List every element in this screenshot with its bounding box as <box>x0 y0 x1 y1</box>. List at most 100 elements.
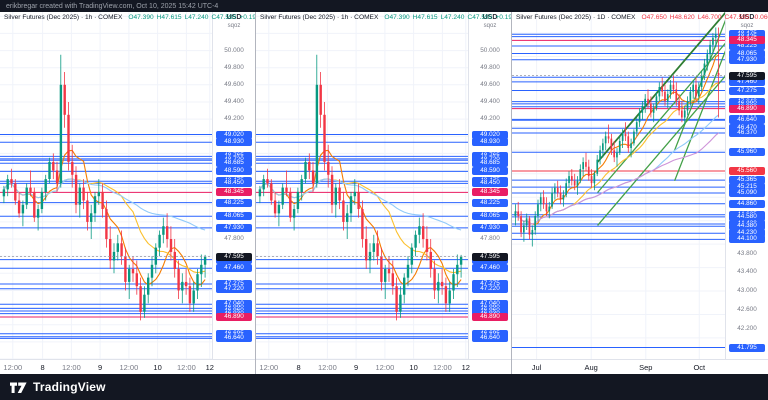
price-level-badge: 46.890 <box>729 104 765 113</box>
axis-unit-label: sqoz <box>483 23 497 29</box>
ohlc-value: +0.195 (+0.41%) <box>239 14 256 21</box>
price-level-badge: 46.890 <box>472 313 508 321</box>
price-level-badge: 47.275 <box>729 86 765 95</box>
price-level-badge: 48.930 <box>472 138 508 147</box>
ohlc-value: C47.595 <box>724 14 750 21</box>
price-level-badge: 48.225 <box>216 198 252 207</box>
price-level-badge: 48.065 <box>216 212 252 221</box>
price-tick: 43.400 <box>737 268 757 276</box>
price-tick: 49.600 <box>224 80 244 88</box>
symbol-title[interactable]: Silver Futures (Dec 2025) · 1D · COMEX <box>516 14 636 21</box>
chart-panel-3: Silver Futures (Dec 2025) · 1D · COMEX O4… <box>512 12 768 374</box>
time-label: Jul <box>531 363 542 372</box>
price-level-badge: 47.460 <box>216 264 252 273</box>
price-level-badge: 49.020 <box>216 130 252 139</box>
ohlc-value: L47.240 <box>440 14 465 21</box>
attribution-text: erikbregar created with TradingView.com,… <box>6 2 219 10</box>
ohlc-value: O47.390 <box>128 14 154 21</box>
price-level-badge: 45.365 <box>729 176 765 185</box>
price-level-badge: 47.220 <box>472 284 508 293</box>
price-level-badge: 47.275 <box>472 280 508 288</box>
tradingview-logo[interactable]: TradingView <box>10 380 106 395</box>
price-tick: 49.200 <box>224 115 244 123</box>
ohlc-value: H47.615 <box>156 14 182 21</box>
axis-currency-label: USD <box>739 14 755 21</box>
time-label: Oct <box>693 363 706 372</box>
chart-grid: Silver Futures (Dec 2025) · 1h · COMEX O4… <box>0 12 768 374</box>
time-label: 12:00 <box>259 363 279 372</box>
time-label: Aug <box>584 363 598 372</box>
price-level-badge: 46.640 <box>729 116 765 125</box>
price-axis[interactable]: USD sqoz 50.000 49.800 49.600 49.400 49.200 47.… <box>468 12 511 359</box>
price-tick: 50.000 <box>480 46 500 54</box>
time-label: Sep <box>639 363 653 372</box>
price-chart-canvas[interactable] <box>512 12 727 359</box>
price-level-badge: 45.560 <box>729 167 765 175</box>
price-chart-canvas[interactable] <box>256 12 469 360</box>
price-level-badge: 48.930 <box>216 138 252 147</box>
price-level-badge: 47.275 <box>216 280 252 288</box>
time-label: 12:00 <box>3 363 23 372</box>
candles <box>2 54 207 321</box>
axis-currency-label: USD <box>482 14 498 21</box>
price-level-badge: 48.345 <box>472 188 508 197</box>
price-level-badge: 47.040 <box>472 300 508 309</box>
candles <box>258 54 463 321</box>
price-axis[interactable]: USD sqoz 43.800 43.400 43.000 42.600 42.200 48.… <box>725 12 768 359</box>
price-tick: 49.200 <box>480 115 500 123</box>
time-label: 12:00 <box>177 363 196 372</box>
price-level-badge: 44.100 <box>729 235 765 244</box>
price-axis[interactable]: USD sqoz 50.000 49.800 49.600 49.400 49.200 47.… <box>212 12 255 359</box>
ohlc-value: O47.390 <box>384 14 410 21</box>
price-level-badge: 47.040 <box>216 300 252 309</box>
current-price-badge: 47.595 <box>472 252 508 261</box>
ohlc-value: +0.195 (+0.41%) <box>495 14 512 21</box>
attribution-bar: erikbregar created with TradingView.com,… <box>0 0 768 12</box>
price-level-badge: 44.860 <box>729 199 765 208</box>
price-level-badge: 44.230 <box>729 229 765 238</box>
time-label: 8 <box>296 363 301 372</box>
price-level-badge: 48.225 <box>472 198 508 207</box>
current-price-badge: 47.595 <box>729 71 765 80</box>
price-level-badge: 47.930 <box>729 55 765 64</box>
price-level-badge: 48.590 <box>472 167 508 176</box>
price-level-badge: 48.685 <box>216 159 252 168</box>
time-label: 12:00 <box>433 363 452 372</box>
ohlc-value: O47.650 <box>641 14 667 21</box>
ohlc-value: L46.700 <box>697 14 722 21</box>
price-level-badge: 47.460 <box>729 77 765 86</box>
price-tick: 47.800 <box>224 235 244 242</box>
time-axis[interactable]: 12:00 8 12:00 9 12:00 10 12:00 12 <box>256 359 511 374</box>
ohlc-value: L47.240 <box>184 14 209 21</box>
price-level-badge: 46.470 <box>729 124 765 133</box>
price-tick: 43.000 <box>737 287 757 294</box>
price-level-badge: 48.685 <box>472 159 508 168</box>
symbol-title[interactable]: Silver Futures (Dec 2025) · 1h · COMEX <box>260 14 379 21</box>
price-level-badge: 46.640 <box>216 334 252 343</box>
price-level-badge: 48.225 <box>729 42 765 50</box>
price-chart-canvas[interactable] <box>0 12 213 360</box>
price-level-badge: 47.930 <box>472 223 508 232</box>
price-level-badge: 48.065 <box>472 212 508 221</box>
time-label: 9 <box>354 363 359 372</box>
symbol-title[interactable]: Silver Futures (Dec 2025) · 1h · COMEX <box>4 14 123 21</box>
time-axis[interactable]: 12:00 8 12:00 9 12:00 10 12:00 12 <box>0 359 255 374</box>
price-tick: 42.600 <box>737 305 757 313</box>
price-tick: 49.800 <box>480 63 500 71</box>
axis-unit-label: sqoz <box>740 23 754 29</box>
time-label: 8 <box>40 363 45 372</box>
price-tick: 47.800 <box>480 235 500 242</box>
time-label: 12:00 <box>375 363 395 372</box>
ohlc-value: C47.595 <box>211 14 237 21</box>
price-level-badge: 44.580 <box>729 212 765 221</box>
time-axis[interactable]: Jul Aug Sep Oct <box>512 359 768 374</box>
level-lines[interactable] <box>512 33 726 348</box>
price-level-badge: 45.215 <box>729 183 765 192</box>
ohlc-value: H48.620 <box>669 14 695 21</box>
price-level-badge: 47.930 <box>216 223 252 232</box>
price-level-badge: 41.795 <box>729 343 765 352</box>
price-level-badge: 48.065 <box>729 49 765 58</box>
price-level-badge: 47.220 <box>216 284 252 293</box>
price-level-badge: 45.090 <box>729 189 765 197</box>
ohlc-value: H47.615 <box>412 14 438 21</box>
